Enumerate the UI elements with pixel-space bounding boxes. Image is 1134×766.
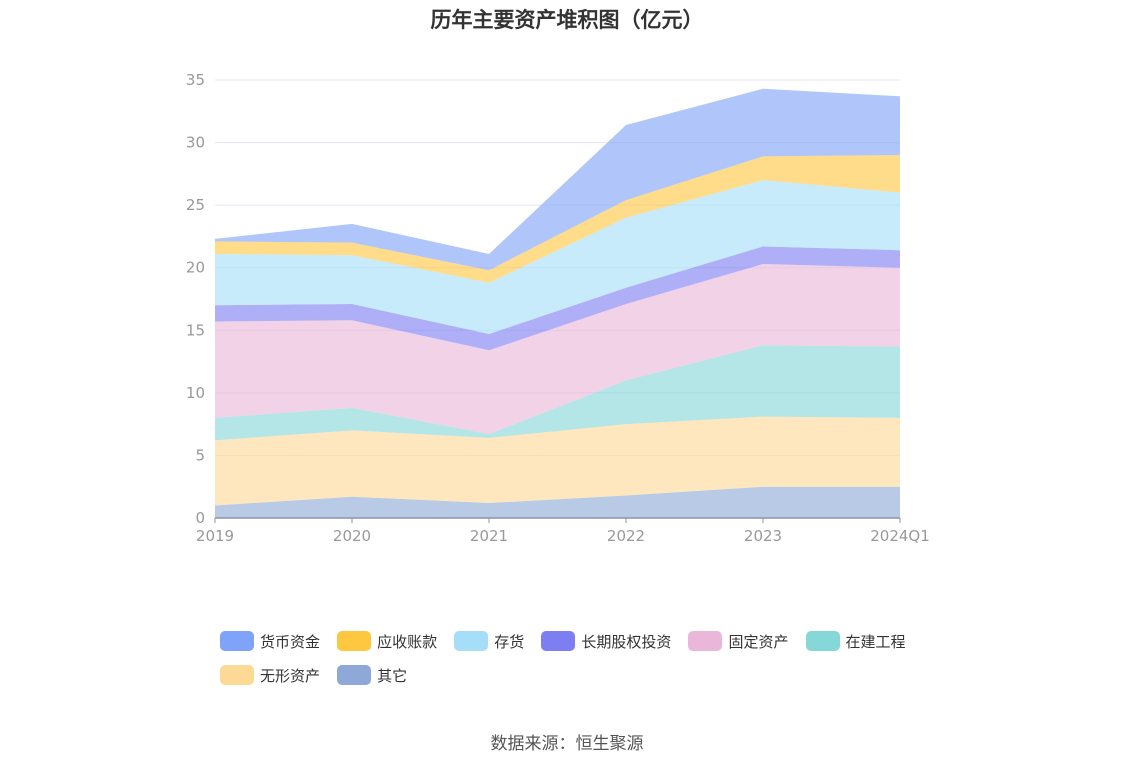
legend-label: 固定资产 <box>728 632 789 651</box>
y-tick-label: 15 <box>186 321 205 339</box>
area-series-其它 <box>215 486 900 518</box>
data-source: 数据来源：恒生聚源 <box>490 734 644 754</box>
legend-swatch <box>220 631 254 651</box>
y-tick-label: 0 <box>195 509 205 527</box>
legend-item-4[interactable]: 固定资产 <box>688 630 788 652</box>
legend-swatch <box>337 665 372 685</box>
legend-swatch <box>541 631 576 651</box>
legend-item-1[interactable]: 应收账款 <box>337 630 437 652</box>
legend-item-6[interactable]: 无形资产 <box>220 664 320 686</box>
legend-label: 无形资产 <box>260 666 321 685</box>
x-tick-label: 2023 <box>744 527 782 545</box>
area-series-存货 <box>215 180 900 335</box>
y-tick-label: 25 <box>186 196 205 214</box>
legend-label: 货币资金 <box>260 632 321 651</box>
y-tick-label: 10 <box>186 384 205 402</box>
x-tick-label: 2019 <box>196 527 234 545</box>
legend-item-5[interactable]: 在建工程 <box>805 630 906 652</box>
y-tick-label: 30 <box>186 134 205 152</box>
legend-label: 长期股权投资 <box>581 632 672 651</box>
x-tick-label: 2020 <box>333 527 371 545</box>
legend-item-3[interactable]: 长期股权投资 <box>541 630 671 652</box>
y-tick-label: 20 <box>186 259 205 277</box>
legend-swatch <box>337 631 372 651</box>
area-series-应收账款 <box>215 155 900 283</box>
y-tick-label: 5 <box>195 446 205 464</box>
legend-label: 存货 <box>494 632 525 651</box>
legend-label: 应收账款 <box>377 632 438 651</box>
area-series-在建工程 <box>215 345 900 441</box>
legend-swatch <box>454 631 489 651</box>
legend-item-0[interactable]: 货币资金 <box>220 630 320 652</box>
x-tick-label: 2024Q1 <box>870 527 930 545</box>
x-tick-label: 2021 <box>470 527 508 545</box>
legend-label: 其它 <box>377 666 408 685</box>
area-series-固定资产 <box>215 263 900 435</box>
y-tick-label: 35 <box>186 71 205 89</box>
x-tick-label: 2022 <box>607 527 645 545</box>
stacked-area-chart: 0 5 10 15 20 25 30 35 2019 2020 2021 2022 2023 2024Q1 <box>186 71 930 545</box>
legend-swatch <box>805 631 840 651</box>
legend-item-2[interactable]: 存货 <box>454 630 524 652</box>
legend-swatch <box>688 631 723 651</box>
area-series-无形资产 <box>215 416 900 506</box>
legend-label: 在建工程 <box>845 632 906 651</box>
chart-legend: 货币资金 应收账款 存货 长期股权投资 固定资产 在建工程 无形资产 其它 <box>220 630 940 698</box>
legend-item-7[interactable]: 其它 <box>337 664 407 686</box>
area-series-货币资金 <box>215 88 900 271</box>
chart-title: 历年主要资产堆积图（亿元） <box>430 8 704 32</box>
legend-swatch <box>220 665 254 685</box>
area-series-长期股权投资 <box>215 246 900 351</box>
